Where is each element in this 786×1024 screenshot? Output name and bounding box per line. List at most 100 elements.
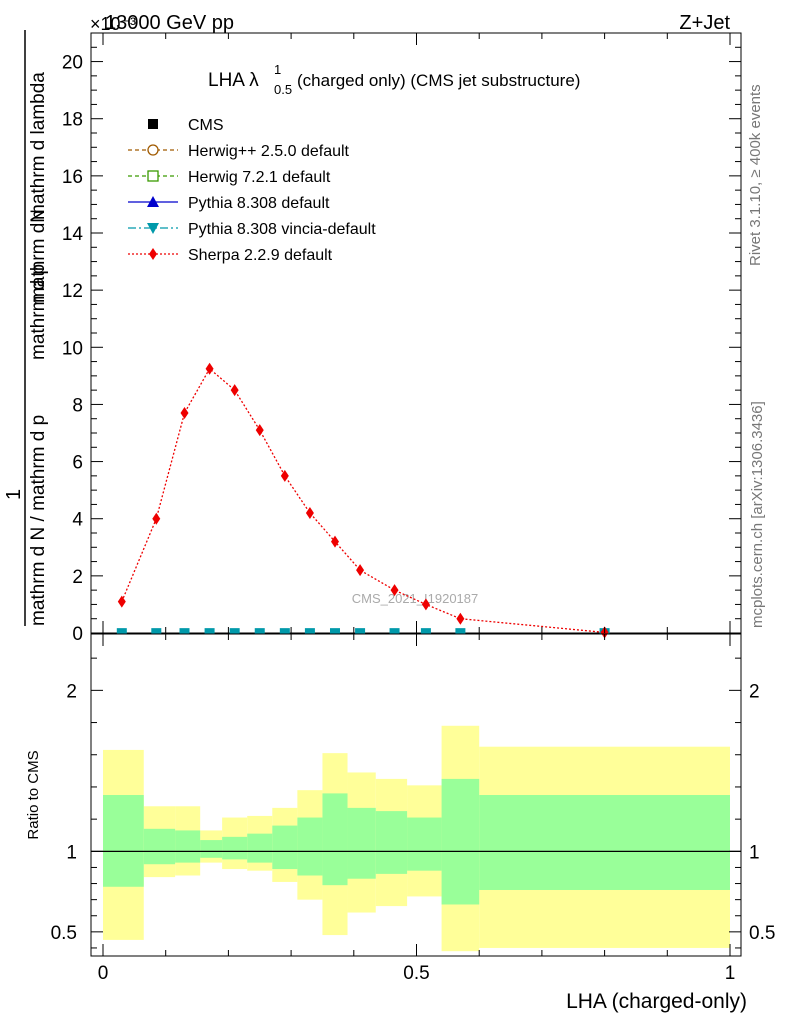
main-ytick-label: 4 — [72, 510, 83, 531]
ratio-band-inner — [322, 793, 348, 886]
title-superscript: 1 — [274, 62, 281, 77]
ratio-band-inner — [200, 840, 223, 858]
ylabel-numerator-2: mathrm dN — [28, 209, 49, 303]
main-ytick-label: 8 — [72, 395, 83, 416]
main-ytick-label: 6 — [72, 453, 83, 474]
ylabel-denominator-3: mathrm d lambda — [28, 72, 49, 220]
ratio-band-inner — [297, 817, 323, 876]
ratio-band-inner — [407, 817, 442, 871]
legend-marker-triangle — [147, 196, 159, 207]
mc-marker-near-zero — [420, 628, 431, 635]
title-text: LHA λ — [208, 70, 259, 91]
title-subscript: 0.5 — [274, 82, 292, 97]
ratio-ytick-label: 0.5 — [51, 923, 77, 944]
sherpa-point — [230, 384, 239, 397]
mc-marker-near-zero — [329, 628, 340, 635]
sherpa-point — [255, 424, 264, 437]
ratio-band-inner — [143, 828, 176, 865]
sherpa-point — [390, 584, 399, 597]
legend-label: Pythia 8.308 vincia-default — [188, 221, 376, 238]
main-ytick-label: 12 — [62, 281, 83, 302]
ratio-ytick-label: 2 — [66, 681, 77, 702]
energy-label: 13000 GeV pp — [105, 12, 234, 34]
legend-entry: Pythia 8.308 default — [128, 195, 330, 212]
main-ytick-label: 10 — [62, 338, 83, 359]
main-ytick-label: 0 — [72, 624, 83, 645]
legend-label: Herwig++ 2.5.0 default — [188, 143, 350, 160]
ylabel-denominator-1: mathrm d N / mathrm d p — [28, 415, 49, 626]
main-data — [116, 362, 610, 639]
ratio-band-inner — [375, 811, 408, 874]
legend-entry: Herwig 7.2.1 default — [128, 169, 331, 186]
sherpa-point — [330, 535, 339, 548]
main-title: LHA λ 1 0.5 (charged only) (CMS jet subs… — [208, 62, 580, 97]
sherpa-point — [421, 598, 430, 611]
ratio-band-inner — [175, 830, 201, 863]
sherpa-point — [152, 512, 161, 525]
ratio-ytick-label: 1 — [66, 842, 77, 863]
mcplots-label: mcplots.cern.ch [arXiv:1306.3436] — [749, 401, 766, 628]
legend-marker-open-square — [147, 170, 159, 182]
ratio-y-ticks: 0.5 0.5 1 1 2 2 — [51, 657, 775, 949]
rivet-label: Rivet 3.1.10, ≥ 400k events — [747, 84, 764, 266]
ylabel-denominator-2: mathrm d p — [28, 264, 49, 360]
title-rest: (charged only) (CMS jet substructure) — [297, 71, 580, 90]
mc-marker-near-zero — [389, 628, 400, 635]
mc-marker-near-zero — [151, 628, 162, 635]
sherpa-point — [205, 362, 214, 375]
sherpa-point — [280, 469, 289, 482]
x-tick-label: 1 — [725, 963, 736, 984]
mc-marker-near-zero — [179, 628, 190, 635]
mc-marker-near-zero — [355, 628, 366, 635]
ratio-y-label: Ratio to CMS — [25, 750, 42, 839]
main-y-ticks: 0 2 4 6 8 10 12 14 16 18 20 — [62, 46, 741, 645]
legend-marker-diamond — [149, 248, 157, 260]
ylabel-numerator-1: 1 — [3, 489, 25, 500]
sherpa-point — [456, 612, 465, 625]
mc-marker-near-zero — [304, 628, 315, 635]
ratio-band-inner — [103, 795, 144, 887]
legend-entry: Pythia 8.308 vincia-default — [128, 221, 376, 238]
mc-marker-near-zero — [229, 628, 240, 635]
ratio-band-inner — [347, 807, 376, 879]
legend-entry: CMS — [148, 117, 224, 134]
ratio-band-inner — [222, 836, 248, 860]
mc-marker-near-zero — [116, 628, 127, 635]
ratio-band-inner — [247, 833, 273, 863]
legend-label: Pythia 8.308 default — [188, 195, 330, 212]
sherpa-point — [305, 507, 314, 519]
exponent-label: ×10⁻³ — [90, 14, 136, 34]
ratio-x-ticks: 0 0.5 1 — [98, 33, 736, 984]
legend-label: Sherpa 2.2.9 default — [188, 247, 333, 264]
sherpa-point — [180, 407, 189, 419]
legend-entry: Herwig++ 2.5.0 default — [128, 143, 350, 160]
main-ytick-label: 16 — [62, 167, 83, 188]
legend: CMS Herwig++ 2.5.0 default Herwig 7.2.1 de… — [128, 117, 376, 264]
x-axis-label: LHA (charged-only) — [566, 990, 747, 1013]
ratio-band-inner — [479, 795, 730, 890]
analysis-watermark: CMS_2021_I1920187 — [352, 591, 479, 606]
ratio-ytick-label-right: 0.5 — [749, 923, 775, 944]
ratio-ytick-label-right: 2 — [749, 681, 760, 702]
sherpa-point — [117, 595, 126, 608]
x-tick-label: 0 — [98, 963, 109, 984]
x-tick-label: 0.5 — [403, 963, 429, 984]
ratio-ytick-label-right: 1 — [749, 842, 760, 863]
legend-marker-triangle-down — [147, 223, 159, 234]
process-label: Z+Jet — [679, 12, 730, 34]
main-ytick-label: 18 — [62, 110, 83, 131]
ratio-band-inner — [272, 825, 298, 870]
main-ytick-label: 2 — [72, 567, 83, 588]
mc-marker-near-zero — [455, 628, 466, 635]
legend-marker-square — [148, 119, 158, 129]
ratio-bands — [103, 725, 730, 952]
main-ytick-label: 14 — [62, 224, 84, 245]
legend-label: Herwig 7.2.1 default — [188, 169, 331, 186]
legend-entry: Sherpa 2.2.9 default — [128, 247, 333, 264]
main-y-label: 1 mathrm dN mathrm d N / mathrm d p math… — [3, 30, 49, 626]
mc-marker-near-zero — [254, 628, 265, 635]
main-ytick-label: 20 — [62, 53, 83, 74]
mc-marker-near-zero — [279, 628, 290, 635]
legend-marker-circle — [147, 144, 159, 156]
ratio-band-inner — [441, 778, 480, 905]
